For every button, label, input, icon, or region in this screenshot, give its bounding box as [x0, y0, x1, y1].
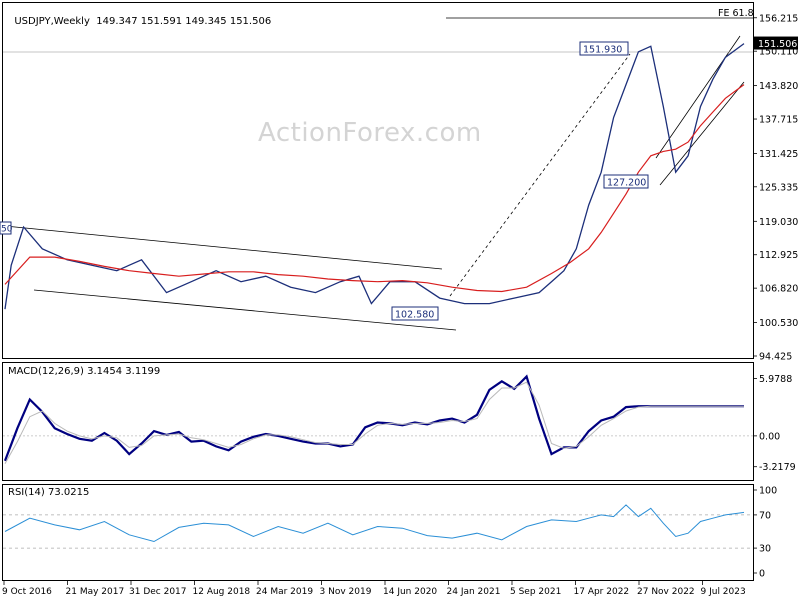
x-tick-label: 14 Jun 2020: [383, 587, 437, 597]
x-tick-label: 5 Sep 2021: [510, 587, 561, 597]
price-layer: 151.930 127.200 102.580 FE 61.8 50: [0, 8, 754, 321]
price-annotation-box: [579, 41, 629, 56]
price-annotation-label: 102.580: [395, 310, 434, 321]
price-annotation-label: 151.930: [583, 45, 622, 56]
x-tick-label: 9 Oct 2016: [2, 587, 52, 597]
price-panel-header: USDJPY,Weekly 149.347 151.591 149.345 15…: [8, 5, 271, 27]
macd-panel-frame: [2, 362, 754, 481]
macd-layer: [3, 374, 753, 464]
ohlc-values: 149.347 151.591 149.345 151.506: [96, 16, 272, 27]
rsi-y-tick-label: 70: [759, 510, 771, 521]
macd-y-tick-label: 0.00: [759, 431, 780, 442]
rsi-line: [4, 504, 745, 543]
macd-panel-header: MACD(12,26,9) 3.1454 3.1199: [8, 366, 161, 377]
x-tick-label: 24 Jan 2021: [447, 587, 501, 597]
price-y-tick-label: 156.215: [759, 13, 798, 24]
x-tick-label: 31 Dec 2017: [129, 587, 187, 597]
price-annotation-label: 127.200: [607, 178, 646, 189]
x-tick-label: 3 Nov 2019: [320, 587, 372, 597]
descending-channel-upper: [4, 225, 443, 270]
descending-channel-lower: [33, 289, 457, 331]
x-tick-label: 24 Mar 2019: [256, 587, 313, 597]
fe-61-8-label: FE 61.8: [718, 8, 754, 19]
left-annotation-label: 50: [1, 225, 13, 235]
price-annotation-box: [603, 174, 649, 189]
price-line: [4, 43, 745, 310]
x-tick-label: 9 Jul 2023: [701, 587, 746, 597]
price-y-tick-label: 137.715: [759, 115, 798, 126]
x-tick-label: 17 Apr 2022: [574, 587, 630, 597]
rsi-layer: [3, 504, 753, 549]
macd-y-tick-label: 5.9788: [759, 374, 792, 385]
ma-line: [4, 84, 745, 293]
x-tick-label: 27 Nov 2022: [637, 587, 695, 597]
price-y-tick-label: 100.530: [759, 318, 798, 329]
price-y-tick-label: 125.335: [759, 182, 798, 193]
left-annotation-box: [0, 221, 12, 235]
x-tick-label: 12 Aug 2018: [193, 587, 251, 597]
ascending-channel-lower: [659, 81, 745, 186]
projection-dashed-line: [449, 53, 631, 297]
rsi-y-tick-label: 100: [759, 486, 777, 497]
macd-y-tick-label: -3.2179: [759, 462, 796, 473]
price-y-tick-label: 131.425: [759, 149, 798, 160]
price-y-tick-label: 106.820: [759, 284, 798, 295]
symbol-label: USDJPY,Weekly: [14, 16, 90, 27]
x-tick-label: 21 May 2017: [66, 587, 125, 597]
rsi-y-tick-label: 0: [759, 569, 765, 580]
last-price-tag: [754, 36, 798, 50]
price-panel-frame: [2, 2, 754, 359]
price-y-tick-label: 94.425: [759, 352, 792, 363]
price-decorations: [3, 17, 753, 331]
last-price-label: 151.506: [758, 39, 797, 50]
rsi-y-tick-label: 30: [759, 544, 771, 555]
price-y-tick-label: 119.030: [759, 217, 798, 228]
rsi-panel-frame: [2, 484, 754, 581]
price-y-tick-label: 150.110: [759, 47, 798, 58]
macd-line: [3, 374, 744, 462]
rsi-panel-header: RSI(14) 73.0215: [8, 487, 90, 498]
price-y-tick-label: 143.820: [759, 81, 798, 92]
price-y-tick-label: 112.925: [759, 250, 798, 261]
axis-layer: 156.215 150.110 143.820 137.715 131.425 125.3…: [2, 13, 798, 597]
price-annotation-box: [391, 306, 439, 321]
watermark: ActionForex.com: [258, 118, 482, 148]
signal-line: [4, 381, 744, 464]
